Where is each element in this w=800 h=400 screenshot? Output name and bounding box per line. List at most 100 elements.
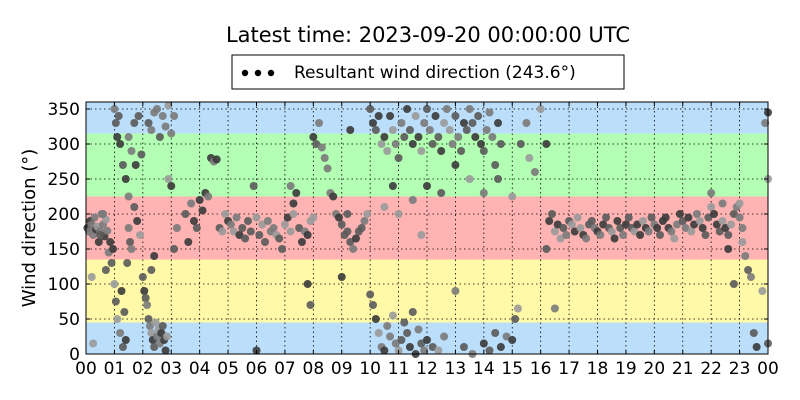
data-point [476, 140, 485, 148]
data-point [343, 227, 352, 236]
data-point [459, 343, 468, 351]
x-tick-label: 07 [274, 359, 296, 379]
data-point [451, 287, 460, 295]
data-point [303, 231, 312, 239]
data-point [103, 226, 112, 235]
data-point [147, 266, 156, 274]
data-point [286, 182, 295, 190]
x-tick-label: 20 [644, 359, 666, 379]
data-point [297, 238, 306, 246]
data-point [170, 112, 179, 120]
data-point [337, 273, 346, 281]
x-tick-label: 17 [558, 359, 580, 379]
data-point [587, 217, 596, 225]
data-point [121, 175, 130, 183]
data-point [735, 213, 744, 222]
data-point [360, 217, 369, 225]
data-point [718, 199, 727, 208]
data-point [246, 227, 255, 236]
data-point [647, 213, 656, 222]
data-point [610, 234, 619, 243]
data-point [746, 273, 755, 281]
data-point [397, 336, 406, 344]
data-point [494, 175, 503, 183]
data-point [511, 315, 520, 323]
data-point [550, 227, 559, 236]
data-point [377, 140, 386, 148]
data-point [513, 304, 522, 313]
data-point [366, 105, 375, 113]
x-tick-label: 08 [303, 359, 325, 379]
x-tick-label: 01 [104, 359, 126, 379]
x-tick-label: 11 [388, 359, 410, 379]
data-point [437, 147, 446, 155]
data-point [150, 252, 159, 260]
chart-title: Latest time: 2023-09-20 00:00:00 UTC [226, 23, 630, 47]
data-point [692, 210, 701, 218]
data-point [161, 122, 170, 131]
data-point [434, 133, 443, 141]
data-point [403, 105, 412, 113]
data-point [306, 301, 315, 309]
legend-marker [241, 69, 275, 77]
data-point [710, 210, 719, 218]
y-tick-label: 350 [48, 100, 80, 120]
data-point [363, 210, 372, 218]
data-point [758, 287, 767, 295]
y-tick-label: 200 [48, 205, 80, 225]
data-point [158, 322, 167, 330]
data-point [724, 245, 733, 253]
data-point [468, 119, 477, 127]
data-point [249, 182, 258, 190]
y-tick-label: 150 [48, 240, 80, 260]
data-point [221, 210, 230, 218]
x-tick-label: 05 [217, 359, 239, 379]
data-point [143, 301, 152, 309]
data-point [204, 192, 213, 201]
data-point [309, 133, 318, 141]
x-tick-label: 13 [445, 359, 467, 379]
data-point [329, 192, 338, 201]
data-point [380, 133, 389, 141]
data-point [400, 318, 409, 327]
data-point [113, 133, 122, 141]
data-point [90, 213, 99, 222]
data-point [226, 220, 235, 229]
data-point [428, 140, 437, 148]
data-point [707, 189, 716, 197]
data-point [414, 325, 423, 334]
data-point [695, 217, 704, 225]
data-point [369, 301, 378, 309]
data-point [192, 224, 201, 232]
data-point [118, 161, 127, 169]
data-point [184, 238, 193, 246]
data-point [263, 217, 272, 225]
data-point [144, 119, 153, 127]
data-point [118, 343, 127, 351]
data-point [536, 105, 545, 113]
data-point [123, 259, 132, 267]
data-point [749, 329, 758, 337]
data-point [164, 175, 173, 183]
data-point [437, 189, 446, 197]
data-point [351, 234, 360, 243]
data-point [371, 315, 380, 323]
data-point [286, 227, 295, 236]
data-point [738, 238, 747, 246]
data-point [607, 227, 616, 236]
data-point [124, 133, 133, 141]
data-point [420, 119, 429, 127]
data-point [357, 224, 366, 232]
data-point [761, 119, 770, 127]
y-tick-label: 300 [48, 135, 80, 155]
data-point [120, 308, 129, 316]
data-point [130, 119, 139, 127]
x-tick-label: 21 [672, 359, 694, 379]
data-point [113, 315, 122, 323]
data-point [653, 224, 662, 232]
data-point [161, 346, 170, 355]
data-point [423, 105, 431, 113]
data-point [369, 119, 378, 127]
data-point [494, 119, 503, 127]
data-point [735, 199, 744, 208]
